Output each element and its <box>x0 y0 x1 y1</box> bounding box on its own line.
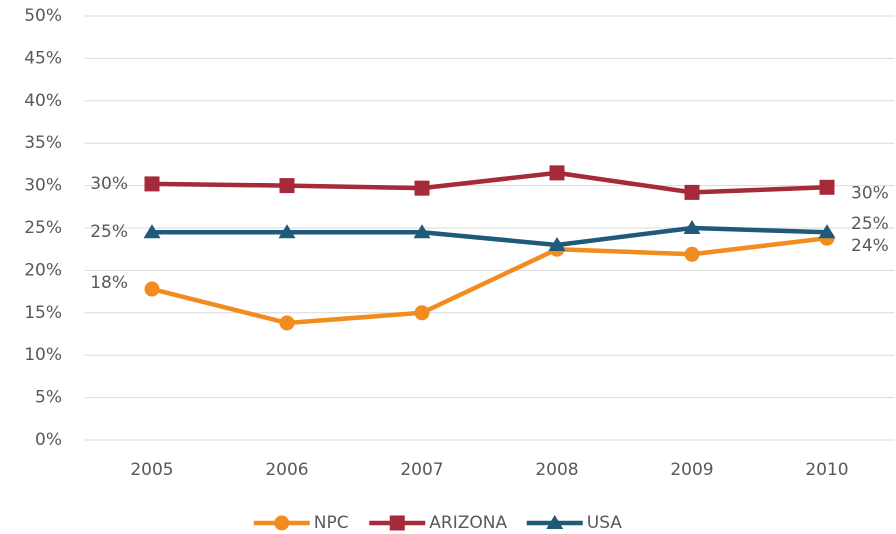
y-tick-label: 50% <box>24 6 62 26</box>
legend-label: USA <box>587 513 623 533</box>
data-point <box>279 315 295 331</box>
data-point <box>144 176 160 192</box>
y-tick-label: 40% <box>24 91 62 111</box>
x-tick-label: 2007 <box>400 460 443 480</box>
x-tick-label: 2010 <box>805 460 848 480</box>
data-point <box>549 165 565 181</box>
y-tick-label: 35% <box>24 133 62 153</box>
x-tick-label: 2005 <box>130 460 173 480</box>
data-point <box>414 305 430 321</box>
series-line <box>151 170 828 195</box>
y-tick-label: 5% <box>35 388 62 408</box>
data-point <box>684 246 700 262</box>
data-point <box>683 220 701 234</box>
y-tick-label: 20% <box>24 260 62 280</box>
y-tick-label: 30% <box>24 176 62 196</box>
data-point <box>684 184 700 200</box>
legend-label: ARIZONA <box>429 513 507 533</box>
y-tick-label: 10% <box>24 345 62 365</box>
legend-marker <box>389 515 405 531</box>
data-label: 25% <box>90 222 128 242</box>
data-point <box>143 224 161 239</box>
data-point <box>278 224 296 239</box>
y-tick-label: 15% <box>24 303 62 323</box>
series-line <box>151 235 828 326</box>
legend-marker <box>546 515 564 529</box>
data-label: 30% <box>90 174 128 194</box>
data-point <box>819 179 835 195</box>
data-label: 25% <box>851 214 889 234</box>
x-tick-label: 2006 <box>265 460 308 480</box>
data-label: 30% <box>851 183 889 203</box>
data-point <box>818 224 836 239</box>
y-tick-label: 25% <box>24 218 62 238</box>
data-point <box>548 236 566 251</box>
y-tick-label: 0% <box>35 430 62 450</box>
y-tick-label: 45% <box>24 48 62 68</box>
legend-label: NPC <box>314 513 349 533</box>
series-line <box>152 225 828 248</box>
legend-marker <box>274 515 290 531</box>
data-point <box>144 281 160 297</box>
data-label: 24% <box>851 236 889 256</box>
x-tick-label: 2009 <box>670 460 713 480</box>
data-point <box>279 178 295 194</box>
data-label: 18% <box>90 273 128 293</box>
data-point <box>414 180 430 196</box>
x-tick-label: 2008 <box>535 460 578 480</box>
data-point <box>413 224 431 239</box>
